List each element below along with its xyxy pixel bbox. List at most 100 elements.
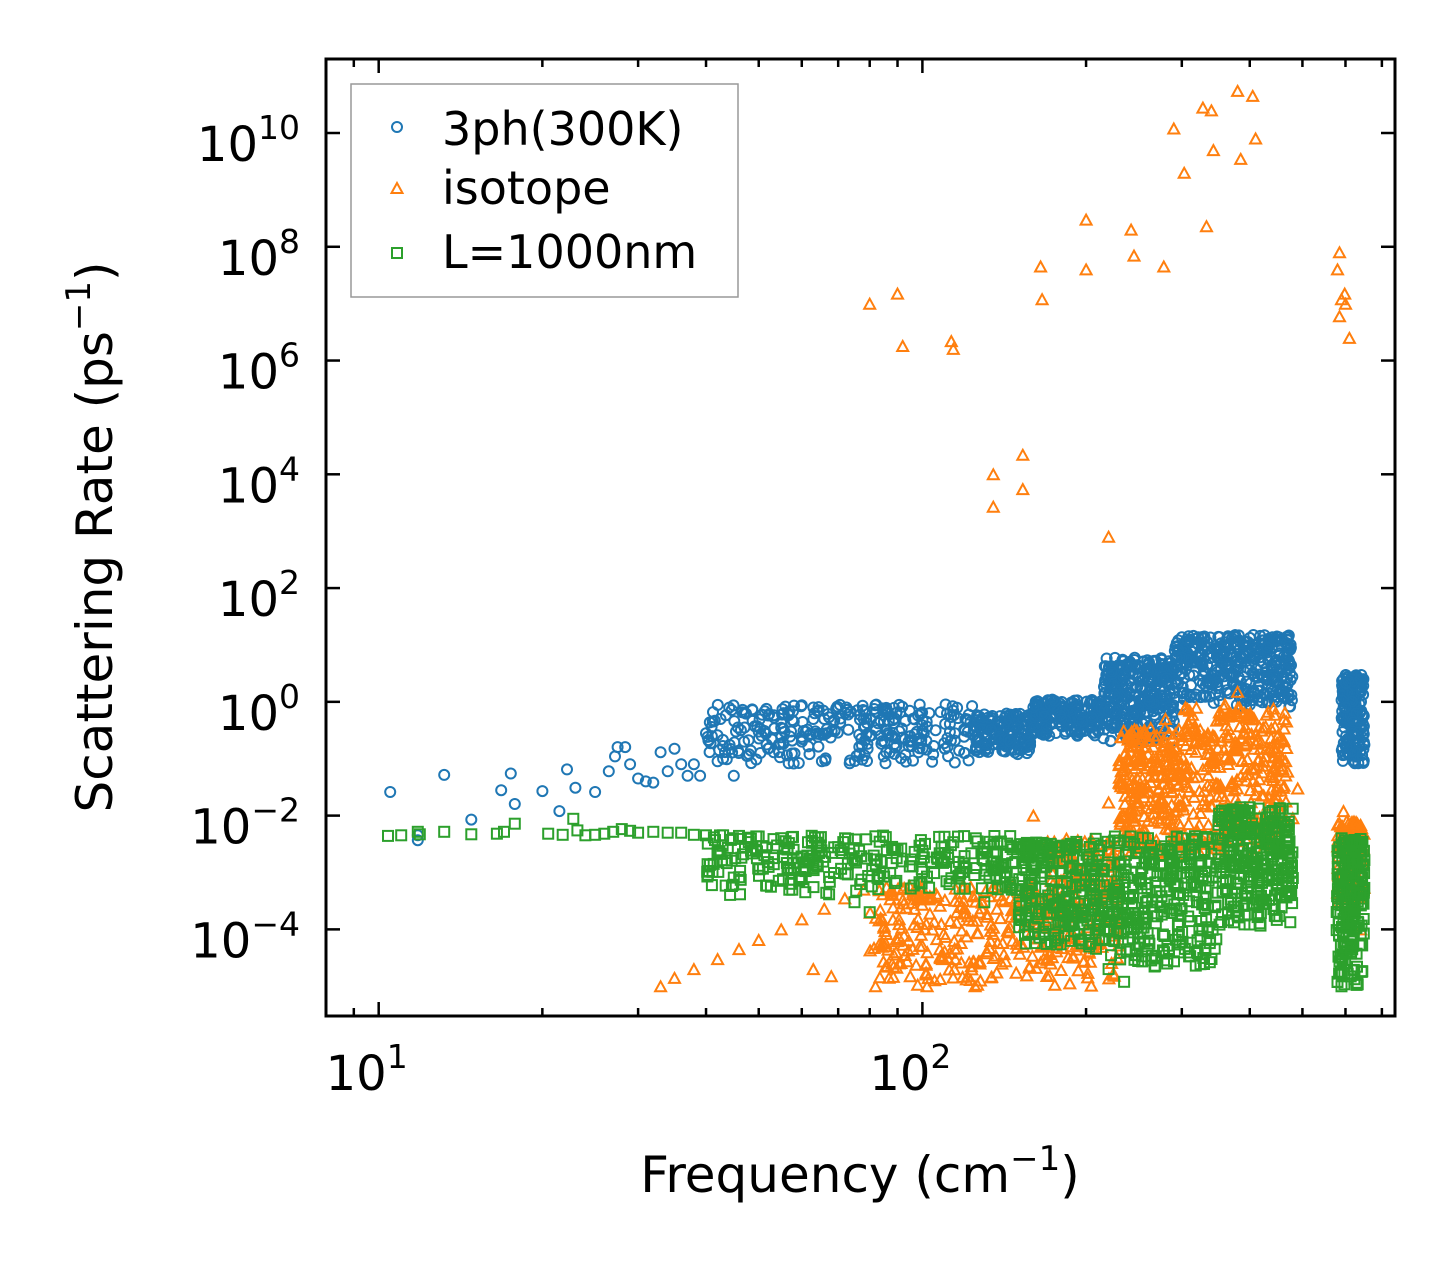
data-point <box>607 825 620 838</box>
data-point-band <box>735 851 748 864</box>
data-point-band <box>799 725 812 738</box>
data-point-band <box>924 890 940 904</box>
data-point <box>1245 88 1260 102</box>
data-point <box>611 741 624 754</box>
data-point-band <box>1216 815 1229 827</box>
data-point <box>842 708 855 721</box>
data-point <box>895 338 910 352</box>
data-point-band <box>1248 686 1261 699</box>
data-point <box>705 730 718 743</box>
data-point-band <box>1067 917 1080 929</box>
data-point <box>904 730 917 743</box>
data-point-band <box>1037 854 1050 866</box>
data-point-band <box>1283 847 1295 859</box>
data-point <box>774 922 789 936</box>
data-point <box>752 830 765 843</box>
data-point-band <box>1066 950 1081 964</box>
data-point-band <box>899 748 912 761</box>
data-point-band <box>1269 889 1281 902</box>
data-point-band <box>1256 893 1269 906</box>
data-point-band <box>1169 933 1182 946</box>
data-point-band <box>1058 895 1071 908</box>
data-point <box>717 752 730 765</box>
data-point-band <box>728 715 741 728</box>
data-point <box>542 827 555 840</box>
data-point-band <box>1117 706 1130 719</box>
data-point <box>1101 529 1116 543</box>
data-point-band <box>1148 952 1161 965</box>
x-tick-label-exp: 2 <box>930 1037 951 1076</box>
data-point-band <box>1089 926 1102 939</box>
data-point-band <box>1192 857 1205 870</box>
data-point <box>1339 701 1352 714</box>
data-point-band <box>1273 805 1286 818</box>
data-point-band <box>1095 839 1108 852</box>
data-point-band <box>1255 890 1267 903</box>
data-point-band <box>1224 661 1237 673</box>
data-point <box>775 832 788 845</box>
data-point-band <box>708 714 721 727</box>
data-point <box>994 956 1009 970</box>
data-point-band <box>1087 837 1100 850</box>
data-point-band <box>898 900 914 914</box>
data-point-band <box>972 954 988 968</box>
data-point <box>1177 165 1192 179</box>
data-point-band <box>926 755 939 768</box>
data-point-band <box>1213 857 1226 870</box>
data-point-band <box>1117 777 1132 791</box>
data-point-band <box>1347 877 1360 890</box>
data-point-band <box>1216 877 1229 889</box>
data-point-band <box>1231 682 1244 695</box>
data-point-band <box>1269 655 1282 668</box>
data-point <box>885 956 900 970</box>
data-point-band <box>1141 784 1156 798</box>
legend-marker-isotope <box>389 180 405 194</box>
data-point <box>1290 781 1305 795</box>
data-point-band <box>1070 835 1083 848</box>
data-point-band <box>933 951 948 965</box>
data-point <box>1004 735 1017 748</box>
data-point-band <box>906 860 919 873</box>
data-point-band <box>966 700 979 713</box>
data-point-band <box>1105 666 1118 678</box>
data-point-band <box>1151 781 1166 795</box>
data-point-band <box>1162 768 1178 782</box>
data-point <box>751 932 766 946</box>
data-point <box>556 828 569 841</box>
data-point <box>1230 684 1245 698</box>
data-point-band <box>928 867 941 880</box>
data-point <box>569 781 582 794</box>
data-point-band <box>1282 657 1295 670</box>
y-axis-label: Scattering Rate (ps−1) <box>59 261 124 812</box>
data-point-band <box>1198 845 1211 858</box>
data-point-band <box>1045 875 1058 888</box>
data-point-band <box>1254 788 1269 802</box>
data-point-band <box>1333 928 1345 941</box>
data-point-band <box>1357 844 1370 857</box>
data-point-band <box>706 865 719 878</box>
data-point <box>536 785 549 798</box>
data-point-band <box>1099 674 1112 687</box>
data-point-band <box>1249 647 1262 660</box>
data-point-band <box>799 856 812 869</box>
data-point-band <box>873 835 886 848</box>
data-point-band <box>1230 700 1245 714</box>
y-tick-label-exp: 8 <box>279 222 300 261</box>
data-point-band <box>1176 687 1189 700</box>
data-point-band <box>834 698 846 711</box>
data-point <box>1142 832 1154 845</box>
data-point-band <box>1239 636 1252 649</box>
x-axis-label-close: ) <box>1060 1146 1080 1204</box>
data-point-band <box>727 699 740 712</box>
data-point-band <box>975 882 988 895</box>
data-point-band <box>1149 884 1162 897</box>
data-point-band <box>907 754 919 767</box>
data-point-band <box>746 714 759 727</box>
data-point-band <box>960 909 975 923</box>
data-point-band <box>946 700 959 713</box>
data-point <box>602 765 615 778</box>
data-point-band <box>1250 663 1263 676</box>
data-point-band <box>1357 679 1370 692</box>
data-point <box>919 979 935 993</box>
data-point-band <box>1140 896 1152 909</box>
